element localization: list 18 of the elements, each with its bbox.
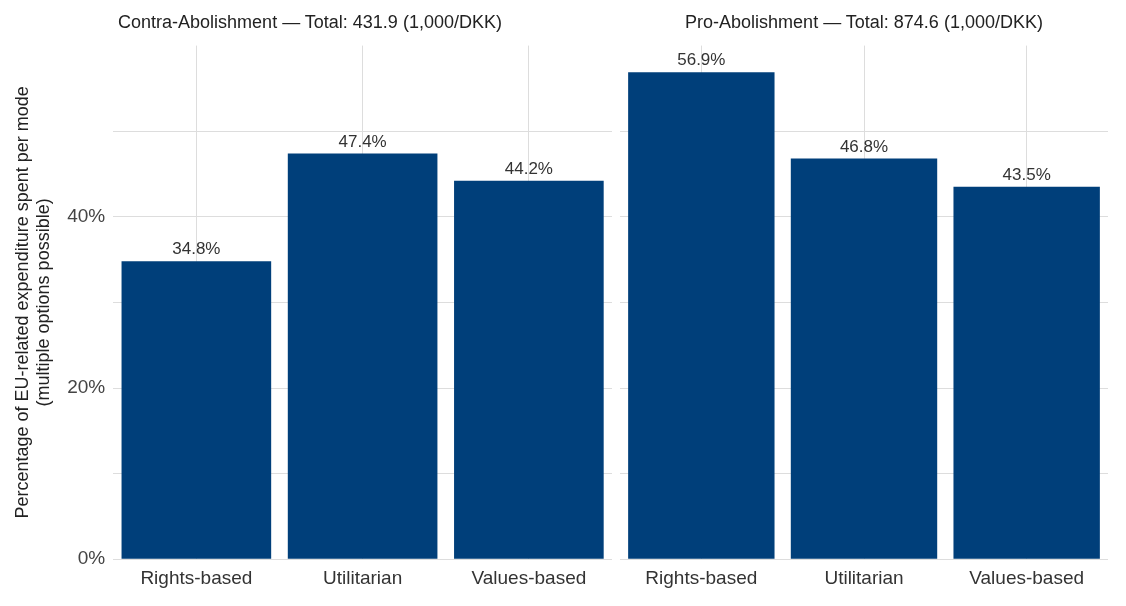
- data-label: 34.8%: [172, 239, 221, 259]
- data-label: 44.2%: [504, 159, 553, 179]
- x-tick-label: Values-based: [969, 566, 1085, 588]
- x-tick-label: Rights-based: [140, 566, 253, 588]
- y-axis-title: Percentage of EU-related expenditure spent per mode (multiple options possible): [11, 86, 54, 519]
- chart-title: Pro-Abolishment — Total: 874.6 (1,000/DKK): [685, 11, 1043, 32]
- data-label: 47.4%: [338, 131, 387, 151]
- x-tick-label: Utilitarian: [323, 566, 403, 588]
- data-label: 56.9%: [677, 50, 726, 70]
- y-tick-label: 20%: [67, 376, 106, 398]
- y-tick-label: 40%: [67, 205, 106, 227]
- x-tick-label: Utilitarian: [824, 566, 904, 588]
- data-label: 43.5%: [1002, 165, 1051, 185]
- data-label: 46.8%: [839, 136, 889, 156]
- chart-title: Contra-Abolishment — Total: 431.9 (1,000/DKK): [118, 11, 502, 32]
- x-tick-label: Rights-based: [645, 566, 758, 588]
- x-tick-label: Values-based: [471, 566, 587, 588]
- y-tick-label: 0%: [77, 547, 106, 569]
